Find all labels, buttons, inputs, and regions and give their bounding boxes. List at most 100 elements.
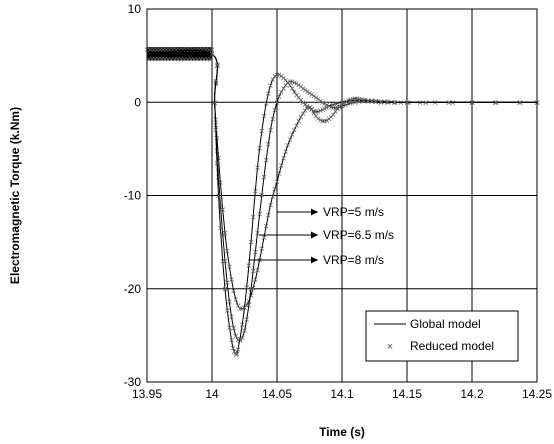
reduced-model-marker: × [289,130,295,141]
reduced-model-marker: × [309,90,315,101]
reduced-model-marker: × [337,102,343,113]
reduced-model-marker: × [229,312,235,323]
annotation-label: VRP=6.5 m/s [323,228,394,242]
y-tick-label: 0 [134,95,141,109]
reduced-model-marker: × [354,94,360,105]
reduced-model-marker: × [185,54,191,65]
reduced-model-marker: × [307,88,313,99]
reduced-model-marker: × [517,98,523,109]
reduced-model-marker: × [246,300,252,311]
reduced-model-marker: × [298,112,304,123]
reduced-model-marker: × [263,222,269,233]
reduced-model-marker: × [278,87,284,98]
reduced-model-marker: × [265,89,271,100]
series-line [146,49,537,356]
x-tick-label: 14.1 [330,387,354,401]
reduced-model-marker: × [283,76,289,87]
reduced-model-marker: × [328,112,334,123]
reduced-model-marker: × [146,54,152,65]
reduced-model-marker: × [209,45,215,56]
reduced-model-marker: × [404,98,410,109]
reduced-model-marker: × [248,291,254,302]
reduced-model-marker: × [233,331,239,342]
reduced-model-marker: × [417,98,423,109]
reduced-model-marker: × [216,191,222,202]
reduced-model-marker: × [220,256,226,267]
x-tick-label: 14 [205,387,219,401]
reduced-model-marker: × [229,275,235,286]
reduced-model-marker: × [237,304,243,315]
reduced-model-marker: × [207,54,213,65]
reduced-model-marker: × [222,228,228,239]
reduced-model-marker: × [296,93,302,104]
reduced-model-marker: × [214,133,220,144]
reduced-model-marker: × [298,95,304,106]
reduced-model-marker: × [191,54,197,65]
reduced-model-marker: × [276,70,282,81]
reduced-model-marker: × [315,95,321,106]
y-tick-label: 10 [128,2,142,16]
reduced-model-marker: × [154,45,160,56]
reduced-model-marker: × [392,98,398,109]
reduced-model-marker: × [300,84,306,95]
y-tick-label: -30 [124,375,142,389]
reduced-model-marker: × [261,233,267,244]
reduced-model-marker: × [231,286,237,297]
reduced-model-marker: × [326,115,332,126]
reduced-model-marker: × [304,102,310,113]
reduced-model-marker: × [252,275,258,286]
reduced-model-marker: × [406,98,412,109]
tick-labels: 13.95 14 14.05 14.1 14.15 14.2 14.25 10 0 -10 -20 -… [124,2,553,401]
reduced-model-marker: × [304,87,310,98]
reduced-model-marker: × [302,85,308,96]
reduced-model-marker: × [309,105,315,116]
reduced-model-marker: × [352,94,358,105]
reduced-model-marker: × [220,230,226,241]
reduced-model-marker: × [352,98,358,109]
reduced-model-marker: × [469,98,475,109]
reduced-model-marker: × [274,70,280,81]
reduced-model-marker: × [263,155,269,166]
reduced-model-marker: × [392,98,398,109]
reduced-model-marker: × [263,99,269,110]
reduced-model-marker: × [386,98,392,109]
reduced-model-marker: × [450,98,456,109]
reduced-model-marker: × [204,54,210,65]
reduced-model-marker: × [206,45,212,56]
reduced-model-marker: × [222,256,228,267]
reduced-model-marker: × [281,154,287,165]
annotation-label: VRP=8 m/s [323,253,384,267]
annotation-label: VRP=5 m/s [323,205,384,219]
reduced-model-marker: × [291,87,297,98]
reduced-model-marker: × [289,77,295,88]
reduced-model-marker: × [216,172,222,183]
reduced-model-marker: × [311,108,317,119]
reduced-model-marker: × [226,297,232,308]
reduced-model-marker: × [224,247,230,258]
reduced-model-marker: × [324,100,330,111]
reduced-model-marker: × [322,116,328,127]
reduced-model-marker: × [339,100,345,111]
reduced-model-marker: × [348,96,354,107]
reduced-model-marker: × [291,78,297,89]
reduced-model-marker: × [237,336,243,347]
reduced-model-marker: × [272,72,278,83]
annotations: VRP=5 m/s VRP=6.5 m/s VRP=8 m/s [248,205,394,267]
x-tick-label: 14.05 [262,387,292,401]
reduced-model-marker: × [315,107,321,118]
reduced-model-marker: × [339,101,345,112]
reduced-model-marker: × [214,158,220,169]
reduced-model-marker: × [492,98,498,109]
reduced-model-marker: × [268,126,274,137]
reduced-model-marker: × [255,228,261,239]
reduced-model-marker: × [257,143,263,154]
reduced-model-marker: × [250,284,256,295]
reduced-model-marker: × [244,315,250,326]
reduced-model-marker: × [469,98,475,109]
reduced-model-marker: × [216,154,222,165]
reduced-model-marker: × [343,100,349,111]
reduced-model-marker: × [469,98,475,109]
reduced-model-marker: × [320,105,326,116]
reduced-model-marker: × [157,45,163,56]
